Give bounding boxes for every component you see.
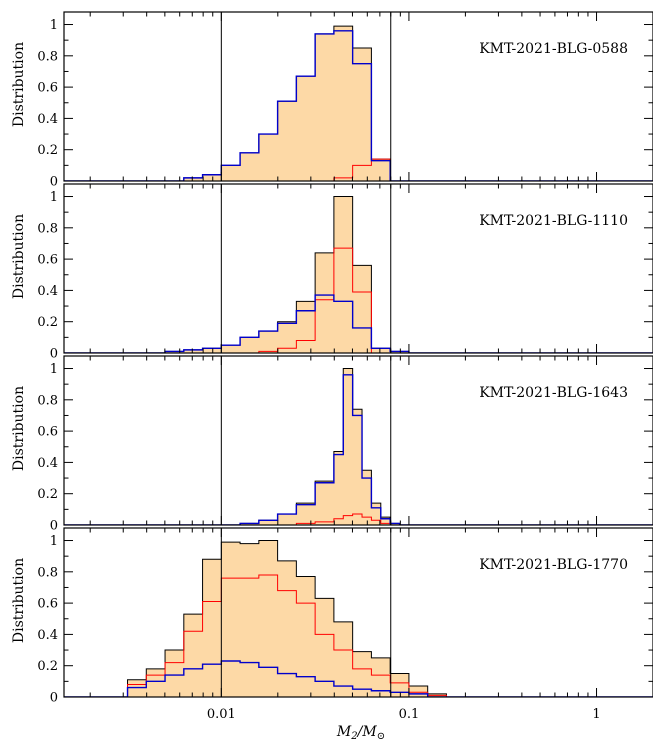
panel-frame <box>63 355 653 526</box>
panel-2: 0 0.2 0.4 0.6 0.8 1 Distribution KMT-2021-BLG-1… <box>11 183 653 362</box>
y-tick-label: 0 <box>50 347 58 362</box>
y-tick-label: 0.2 <box>37 659 58 674</box>
y-tick-label: 0 <box>50 175 58 190</box>
y-tick-label: 0.4 <box>37 284 58 299</box>
histogram-fill <box>64 540 653 697</box>
panel-label: KMT-2021-BLG-0588 <box>479 41 628 57</box>
y-tick-label: 0.6 <box>37 597 58 612</box>
histogram-fill <box>64 26 653 181</box>
x-axis-label-den: /M <box>356 724 378 740</box>
panel-frame <box>63 183 653 354</box>
y-tick-label: 0.2 <box>37 315 58 330</box>
y-tick-label: 0.6 <box>37 253 58 268</box>
y-tick-label: 1 <box>50 18 58 33</box>
y-tick-label: 0.6 <box>37 81 58 96</box>
y-tick-label: 0 <box>50 519 58 534</box>
x-tick-label: 1 <box>592 707 600 722</box>
y-axis-label: Distribution <box>11 42 27 127</box>
panel-4: 0 0.2 0.4 0.6 0.8 1 Distribution KMT-2021-BLG-1… <box>11 527 653 706</box>
histogram-blue-line <box>64 374 653 525</box>
panel-3: 0 0.2 0.4 0.6 0.8 1 Distribution KMT-2021-BLG-1… <box>11 355 653 534</box>
y-tick-label: 0.8 <box>37 49 58 64</box>
y-tick-label: 0.4 <box>37 628 58 643</box>
y-tick-label: 0.8 <box>37 221 58 236</box>
y-tick-label: 1 <box>50 362 58 377</box>
y-tick-label: 0.2 <box>37 143 58 158</box>
panel-plot-area <box>64 540 653 697</box>
y-tick-label: 0 <box>50 691 58 706</box>
panel-label: KMT-2021-BLG-1110 <box>479 213 628 229</box>
x-axis-label-den-sub: ⊙ <box>377 731 385 742</box>
panel-plot-area <box>64 368 653 525</box>
histogram-red-line <box>64 247 653 353</box>
x-tick-label: 0.1 <box>399 707 420 722</box>
y-axis-label: Distribution <box>11 214 27 299</box>
y-axis-label: Distribution <box>11 558 27 643</box>
y-tick-label: 0.6 <box>37 425 58 440</box>
histogram-red-line <box>64 513 653 525</box>
y-tick-label: 0.8 <box>37 565 58 580</box>
histogram-blue-line <box>64 30 653 181</box>
panel-frame <box>63 527 653 698</box>
panel-plot-area <box>64 196 653 353</box>
histogram-fill <box>64 196 653 353</box>
y-axis-label: Distribution <box>11 386 27 471</box>
histogram-total-line <box>64 540 653 697</box>
y-tick-label: 0.2 <box>37 487 58 502</box>
y-tick-label: 1 <box>50 534 58 549</box>
panel-frame <box>63 11 653 182</box>
histogram-fill <box>64 368 653 525</box>
panel-label: KMT-2021-BLG-1643 <box>479 385 628 401</box>
y-tick-label: 0.4 <box>37 456 58 471</box>
x-axis-label-sub: 2 <box>350 731 357 742</box>
x-axis-label-m: M <box>336 724 352 740</box>
panel-label: KMT-2021-BLG-1770 <box>479 557 628 573</box>
x-tick-label: 0.01 <box>207 707 236 722</box>
y-tick-label: 1 <box>50 190 58 205</box>
y-tick-label: 0.4 <box>37 112 58 127</box>
histogram-blue-line <box>64 294 653 353</box>
histogram-blue-line <box>64 660 653 697</box>
panels-group: 0 0.2 0.4 0.6 0.8 1 Distribution KMT-2021-BLG-0… <box>11 11 653 722</box>
x-axis-label: M2/M⊙ <box>336 724 385 742</box>
panel-1: 0 0.2 0.4 0.6 0.8 1 Distribution KMT-2021-BLG-0… <box>11 11 653 190</box>
y-tick-label: 0.8 <box>37 393 58 408</box>
